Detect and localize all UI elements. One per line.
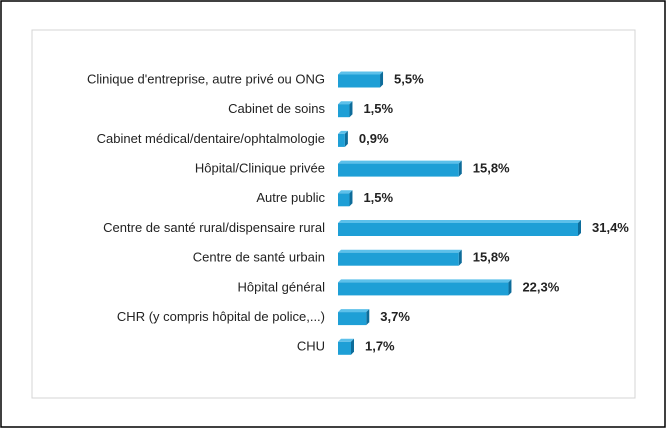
bar-top xyxy=(338,220,581,223)
bar-top xyxy=(338,309,370,313)
data-label: 1,5% xyxy=(363,101,393,116)
bar xyxy=(338,133,345,147)
data-label: 31,4% xyxy=(592,220,629,235)
bar-side xyxy=(349,101,353,118)
category-label: CHU xyxy=(297,339,325,354)
bar-top xyxy=(338,101,353,105)
bar xyxy=(338,74,381,88)
bar-side xyxy=(380,71,384,88)
category-label: Clinique d'entreprise, autre privé ou ON… xyxy=(87,71,325,86)
bar xyxy=(338,341,351,355)
bar-top xyxy=(338,279,512,283)
chart-area xyxy=(31,29,636,399)
bar xyxy=(338,163,459,177)
bar xyxy=(338,193,350,207)
bar-top xyxy=(338,71,384,75)
bar-side xyxy=(349,190,353,207)
bar xyxy=(338,252,459,266)
data-label: 1,5% xyxy=(363,190,393,205)
bar-top xyxy=(338,160,462,164)
category-label: Hôpital/Clinique privée xyxy=(195,161,325,176)
category-label: Cabinet médical/dentaire/ophtalmologie xyxy=(97,131,325,146)
bar-side xyxy=(578,220,581,236)
bar-side xyxy=(350,338,354,355)
category-label: Hôpital général xyxy=(238,279,326,294)
data-label: 22,3% xyxy=(522,279,559,294)
bar-top xyxy=(338,249,462,253)
bar-top xyxy=(338,190,353,194)
data-label: 3,7% xyxy=(380,309,410,324)
bar-top xyxy=(338,130,348,134)
bar-side xyxy=(458,249,462,266)
bar xyxy=(338,312,367,326)
category-label: Centre de santé rural/dispensaire rural xyxy=(103,220,325,235)
data-label: 15,8% xyxy=(473,250,510,265)
bar xyxy=(338,104,350,118)
bar xyxy=(338,223,578,236)
data-label: 1,7% xyxy=(365,339,395,354)
category-label: Centre de santé urbain xyxy=(193,250,325,265)
bar-side xyxy=(508,279,512,296)
bar xyxy=(338,282,509,296)
data-label: 0,9% xyxy=(359,131,389,146)
category-label: Cabinet de soins xyxy=(228,101,325,116)
data-label: 15,8% xyxy=(473,161,510,176)
bar-side xyxy=(366,309,370,326)
data-label: 5,5% xyxy=(394,71,424,86)
bar-side xyxy=(458,160,462,177)
category-label: Autre public xyxy=(256,190,325,205)
bar-side xyxy=(344,130,348,147)
bar-top xyxy=(338,338,354,342)
category-label: CHR (y compris hôpital de police,...) xyxy=(117,309,325,324)
